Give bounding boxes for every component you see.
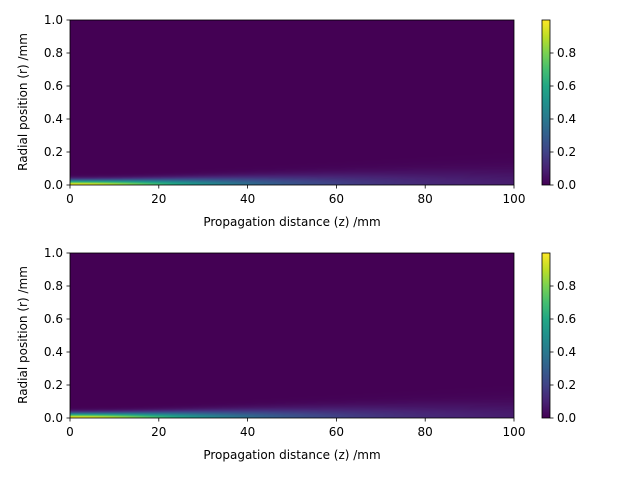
x-tick-label-0-5: 100 (503, 192, 526, 206)
x-axis-label-2: Propagation distance (z) /mm (203, 448, 380, 462)
x-tick-label-0-4: 80 (418, 192, 433, 206)
colorbar-tick-label-1-4: 0.8 (557, 279, 576, 293)
y-tick-label-0-4: 0.8 (44, 46, 63, 60)
colorbar-tick-label-1-2: 0.4 (557, 345, 576, 359)
y-ticks-2: 0.0 0.2 0.4 0.6 0.8 1.0 (44, 246, 70, 425)
colorbar-tick-label-0-0: 0.0 (557, 178, 576, 192)
y-tick-label-0-5: 1.0 (44, 13, 63, 27)
x-tick-label-1-2: 40 (240, 425, 255, 439)
colorbar-2 (541, 252, 551, 419)
y-tick-label-1-3: 0.6 (44, 312, 63, 326)
x-tick-label-1-5: 100 (503, 425, 526, 439)
x-tick-label-1-4: 80 (418, 425, 433, 439)
colorbar-tick-label-1-0: 0.0 (557, 411, 576, 425)
x-tick-label-0-3: 60 (329, 192, 344, 206)
x-tick-label-0-2: 40 (240, 192, 255, 206)
x-tick-label-1-0: 0 (66, 425, 74, 439)
heatmap-1 (70, 20, 514, 185)
colorbar-tick-label-1-3: 0.6 (557, 312, 576, 326)
plot-frame-2 (69, 252, 515, 419)
panel-2: 0 20 40 60 80 100 0.0 0.2 0.4 0.6 0.8 1.0 Propagat… (16, 246, 576, 462)
y-tick-label-0-3: 0.6 (44, 79, 63, 93)
heatmap-2 (70, 253, 514, 418)
y-tick-label-1-4: 0.8 (44, 279, 63, 293)
y-axis-label-1: Radial position (r) /mm (16, 33, 30, 171)
x-ticks-2: 0 20 40 60 80 100 (66, 418, 525, 439)
plot-frame-1 (69, 19, 515, 186)
y-tick-label-1-0: 0.0 (44, 411, 63, 425)
colorbar-tick-label-0-1: 0.2 (557, 145, 576, 159)
y-tick-label-0-2: 0.4 (44, 112, 63, 126)
colorbar-1 (541, 19, 551, 186)
y-tick-label-1-2: 0.4 (44, 345, 63, 359)
y-tick-label-0-1: 0.2 (44, 145, 63, 159)
y-tick-label-1-1: 0.2 (44, 378, 63, 392)
colorbar-tick-label-0-2: 0.4 (557, 112, 576, 126)
y-tick-label-1-5: 1.0 (44, 246, 63, 260)
colorbar-tick-label-1-1: 0.2 (557, 378, 576, 392)
colorbar-ticks-2: 0.0 0.2 0.4 0.6 0.8 (550, 279, 576, 425)
x-ticks-1: 0 20 40 60 80 100 (66, 185, 525, 206)
panel-1: 0 20 40 60 80 100 0.0 0.2 0.4 0.6 0.8 1.0 Propagat… (16, 13, 576, 229)
y-tick-label-0-0: 0.0 (44, 178, 63, 192)
x-tick-label-1-3: 60 (329, 425, 344, 439)
x-tick-label-0-0: 0 (66, 192, 74, 206)
x-axis-label-1: Propagation distance (z) /mm (203, 215, 380, 229)
x-tick-label-0-1: 20 (151, 192, 166, 206)
colorbar-tick-label-0-4: 0.8 (557, 46, 576, 60)
y-ticks-1: 0.0 0.2 0.4 0.6 0.8 1.0 (44, 13, 70, 192)
x-tick-label-1-1: 20 (151, 425, 166, 439)
colorbar-tick-label-0-3: 0.6 (557, 79, 576, 93)
y-axis-label-2: Radial position (r) /mm (16, 266, 30, 404)
colorbar-ticks-1: 0.0 0.2 0.4 0.6 0.8 (550, 46, 576, 192)
